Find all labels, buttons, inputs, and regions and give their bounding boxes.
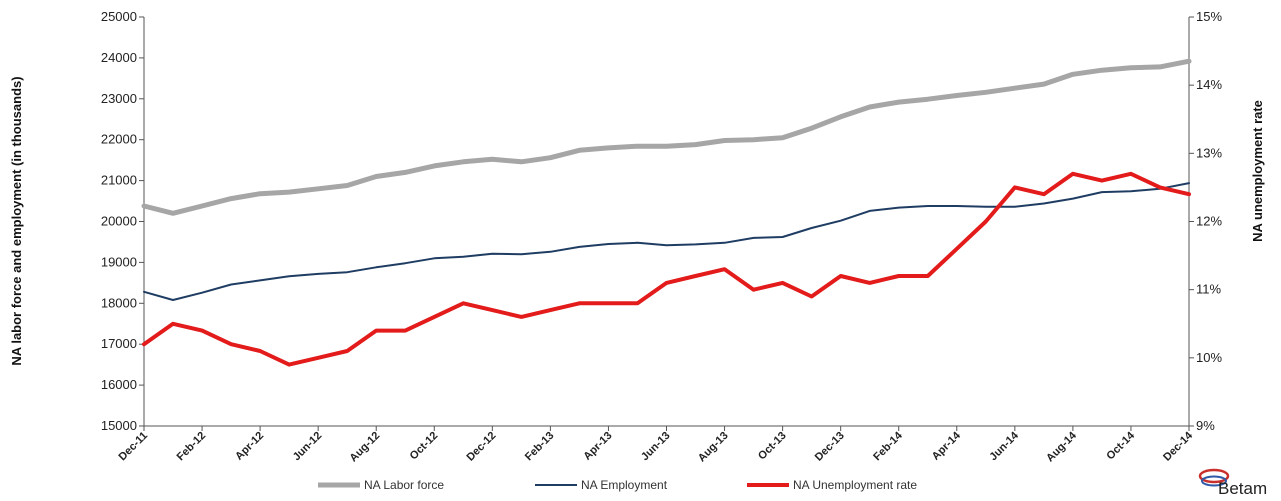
left-tick-label: 24000 xyxy=(101,50,137,65)
left-tick-label: 22000 xyxy=(101,132,137,147)
legend-label: NA Employment xyxy=(581,478,668,492)
left-tick-label: 20000 xyxy=(101,214,137,229)
x-tick-label: Feb-13 xyxy=(523,430,557,464)
x-tick-label: Feb-14 xyxy=(871,429,905,463)
right-tick-label: 14% xyxy=(1196,77,1222,92)
betam-logo: Betam xyxy=(1198,468,1267,498)
x-tick-label: Dec-12 xyxy=(464,430,498,464)
series-line-2 xyxy=(143,182,1190,301)
legend-label: NA Unemployment rate xyxy=(793,478,917,492)
legend-label: NA Labor force xyxy=(364,478,444,492)
left-tick-label: 23000 xyxy=(101,91,137,106)
right-axis-title: NA unemployment rate xyxy=(1250,100,1265,242)
left-tick-label: 15000 xyxy=(101,418,137,433)
right-tick-label: 13% xyxy=(1196,145,1222,160)
left-axis-ticks: 15000 16000 17000 18000 19000 20000 21000 22000… xyxy=(101,9,144,433)
left-tick-label: 25000 xyxy=(101,9,137,24)
right-tick-label: 10% xyxy=(1196,350,1222,365)
left-tick-label: 17000 xyxy=(101,336,137,351)
x-tick-label: Jun-13 xyxy=(639,430,673,464)
x-tick-label: Oct-14 xyxy=(1104,429,1137,462)
right-tick-label: 11% xyxy=(1196,282,1221,297)
x-tick-label: Feb-12 xyxy=(175,430,209,464)
series-line-1 xyxy=(141,58,1192,216)
x-tick-label: Aug-12 xyxy=(347,430,382,465)
x-tick-label: Aug-14 xyxy=(1044,429,1079,464)
legend: NA Labor force NA Employment NA Unemployme… xyxy=(318,478,917,492)
right-tick-label: 15% xyxy=(1196,9,1222,24)
x-tick-label: Apr-12 xyxy=(233,430,266,463)
left-tick-label: 21000 xyxy=(101,173,137,188)
x-tick-label: Apr-14 xyxy=(930,429,964,463)
left-axis-title: NA labor force and employment (in thousa… xyxy=(9,76,24,365)
series-lines xyxy=(141,58,1192,367)
axes xyxy=(143,17,1190,427)
x-tick-label: Jun-14 xyxy=(987,429,1021,463)
x-tick-label: Dec-11 xyxy=(117,430,151,464)
x-tick-label: Oct-13 xyxy=(756,430,789,463)
betam-logo-text: Betam xyxy=(1218,479,1267,498)
x-tick-label: Dec-14 xyxy=(1161,429,1196,464)
x-tick-label: Jun-12 xyxy=(291,430,325,464)
left-tick-label: 18000 xyxy=(101,295,137,310)
betam-logo-mark xyxy=(1198,468,1230,487)
right-tick-label: 9% xyxy=(1196,418,1215,433)
x-tick-label: Aug-13 xyxy=(696,430,731,465)
x-axis-ticks: Dec-11 Feb-12 Apr-12 Jun-12 Aug-12 Oct-12 Dec-… xyxy=(117,426,1196,464)
left-tick-label: 16000 xyxy=(101,377,137,392)
x-tick-label: Dec-13 xyxy=(813,430,847,464)
right-tick-label: 12% xyxy=(1196,214,1222,229)
series-line-3 xyxy=(142,171,1191,367)
x-tick-label: Apr-13 xyxy=(581,430,614,463)
left-tick-label: 19000 xyxy=(101,254,137,269)
x-tick-label: Oct-12 xyxy=(408,430,441,463)
right-axis-ticks: 9% 10% 11% 12% 13% 14% 15% xyxy=(1189,9,1222,433)
